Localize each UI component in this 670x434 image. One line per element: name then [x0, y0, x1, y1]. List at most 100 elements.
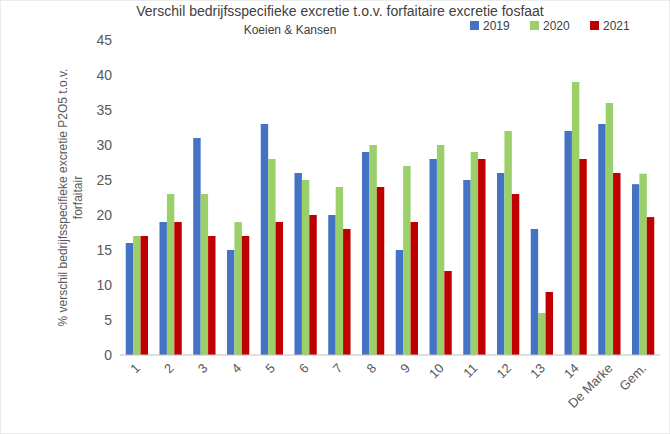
tick-mark	[117, 40, 120, 41]
bar	[512, 194, 519, 355]
bar	[613, 173, 620, 355]
bar	[396, 250, 403, 355]
bar	[294, 173, 301, 355]
bar	[546, 292, 553, 355]
bar	[429, 159, 436, 355]
bar	[564, 131, 571, 355]
x-tick-label: 8	[364, 361, 380, 377]
y-tick-label: 0	[104, 347, 112, 363]
bar	[531, 229, 538, 355]
background	[0, 0, 670, 434]
bar	[159, 222, 166, 355]
bar	[133, 236, 140, 355]
x-tick-label: Gem.	[616, 361, 649, 394]
tick-mark	[117, 215, 120, 216]
x-tick-label: 10	[426, 361, 447, 382]
x-tick-label: 3	[195, 361, 211, 377]
bar	[572, 82, 579, 355]
y-tick-label: 35	[96, 102, 112, 118]
bar	[463, 180, 470, 355]
y-tick-label: 40	[96, 67, 112, 83]
bar	[141, 236, 148, 355]
x-tick-label: De Marke	[565, 361, 615, 411]
subtitle: Koeien & Kansen	[244, 23, 337, 37]
tick-mark	[117, 285, 120, 286]
bar	[639, 174, 646, 355]
bar	[126, 243, 133, 355]
legend-swatch	[590, 21, 599, 30]
bars	[126, 82, 655, 355]
y-axis-label-line: % verschil bedrijfsspecifieke excretie P…	[56, 69, 70, 327]
bar	[369, 145, 376, 355]
bar	[538, 313, 545, 355]
bar	[362, 152, 369, 355]
chart: Verschil bedrijfsspecifieke excretie t.o…	[0, 0, 670, 434]
bar	[201, 194, 208, 355]
tick-mark	[117, 355, 120, 356]
legend-swatch	[470, 21, 479, 30]
y-tick-label: 10	[96, 277, 112, 293]
x-tick-label: 6	[296, 361, 312, 377]
x-tick-label: 11	[460, 361, 480, 381]
bar	[411, 222, 418, 355]
bar	[504, 131, 511, 355]
legend-label: 2021	[603, 19, 630, 33]
bar	[167, 194, 174, 355]
y-tick-label: 45	[96, 32, 112, 48]
bar	[647, 217, 654, 355]
bar	[497, 173, 504, 355]
tick-mark	[117, 320, 120, 321]
bar	[328, 215, 335, 355]
tick-mark	[117, 180, 120, 181]
bar	[444, 271, 451, 355]
title: Verschil bedrijfsspecifieke excretie t.o…	[136, 3, 544, 19]
bar	[606, 103, 613, 355]
x-tick-label: 7	[330, 361, 346, 377]
bar	[437, 145, 444, 355]
tick-mark	[117, 75, 120, 76]
bar	[227, 250, 234, 355]
bar	[208, 236, 215, 355]
tick-mark	[117, 145, 120, 146]
bar	[261, 124, 268, 355]
bar	[632, 184, 639, 355]
x-tick-label: 12	[493, 361, 514, 382]
bar	[309, 215, 316, 355]
bar	[343, 229, 350, 355]
legend-swatch	[530, 21, 539, 30]
y-axis-label: % verschil bedrijfsspecifieke excretie P…	[56, 69, 85, 327]
bar	[174, 222, 181, 355]
legend-label: 2019	[483, 19, 510, 33]
x-tick-label: 2	[161, 361, 177, 377]
bar	[234, 222, 241, 355]
y-tick-label: 5	[104, 312, 112, 328]
bar	[302, 180, 309, 355]
legend-label: 2020	[543, 19, 570, 33]
y-tick-label: 25	[96, 172, 112, 188]
bar	[276, 222, 283, 355]
bar	[579, 159, 586, 355]
y-tick-label: 30	[96, 137, 112, 153]
x-axis-line	[120, 355, 660, 356]
bar	[268, 159, 275, 355]
x-tick-label: 14	[561, 361, 582, 382]
y-tick-label: 20	[96, 207, 112, 223]
y-axis-label-group: % verschil bedrijfsspecifieke excretie P…	[56, 69, 85, 327]
x-tick-label: 1	[127, 361, 143, 377]
x-tick-label: 13	[527, 361, 548, 382]
tick-mark	[117, 250, 120, 251]
bar	[193, 138, 200, 355]
x-tick-label: 5	[262, 361, 278, 377]
bar	[377, 187, 384, 355]
x-tick-label: 4	[229, 361, 245, 377]
tick-mark	[117, 110, 120, 111]
bar	[478, 159, 485, 355]
y-axis-label-line: forfaitair	[71, 176, 85, 219]
x-tick-label: 9	[397, 361, 413, 377]
bar	[598, 124, 605, 355]
bar	[336, 187, 343, 355]
y-tick-label: 15	[96, 242, 112, 258]
bar	[403, 166, 410, 355]
bar	[242, 236, 249, 355]
bar	[471, 152, 478, 355]
